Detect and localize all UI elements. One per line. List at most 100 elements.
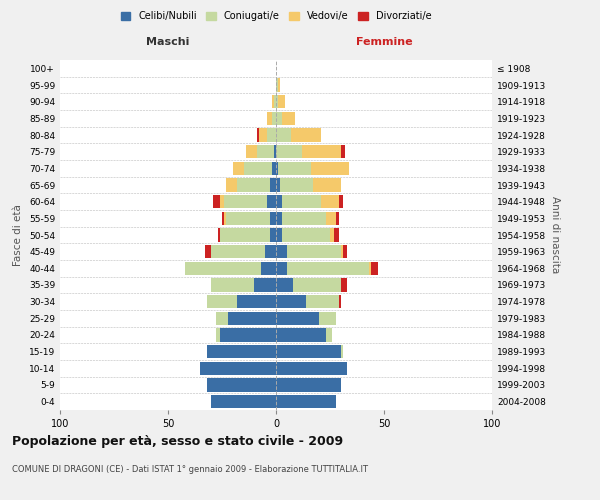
Bar: [207, 378, 276, 392]
Bar: [276, 312, 319, 325]
Bar: [269, 212, 276, 225]
Text: Popolazione per età, sesso e stato civile - 2009: Popolazione per età, sesso e stato civil…: [12, 435, 343, 448]
Bar: [276, 295, 306, 308]
Bar: [272, 162, 276, 175]
Bar: [276, 145, 302, 158]
Bar: [276, 212, 283, 225]
Bar: [276, 178, 280, 192]
Bar: [283, 228, 330, 241]
Bar: [269, 228, 276, 241]
Bar: [276, 162, 278, 175]
Bar: [257, 145, 274, 158]
Bar: [229, 312, 276, 325]
Bar: [276, 245, 287, 258]
Bar: [224, 195, 268, 208]
Bar: [341, 278, 347, 291]
Bar: [222, 212, 224, 225]
Bar: [185, 262, 261, 275]
Bar: [205, 245, 211, 258]
Bar: [265, 245, 276, 258]
Bar: [237, 295, 276, 308]
Bar: [313, 178, 341, 192]
Legend: Celibi/Nubili, Coniugati/e, Vedovi/e, Divorziati/e: Celibi/Nubili, Coniugati/e, Vedovi/e, Di…: [116, 8, 436, 25]
Bar: [278, 95, 284, 108]
Bar: [257, 128, 259, 141]
Bar: [268, 195, 276, 208]
Bar: [276, 78, 278, 92]
Bar: [215, 328, 220, 342]
Text: Maschi: Maschi: [146, 36, 190, 46]
Bar: [268, 112, 272, 125]
Bar: [319, 312, 337, 325]
Bar: [287, 245, 341, 258]
Bar: [211, 395, 276, 408]
Bar: [278, 162, 311, 175]
Bar: [276, 262, 287, 275]
Bar: [272, 112, 276, 125]
Bar: [338, 195, 343, 208]
Bar: [233, 162, 244, 175]
Bar: [211, 278, 254, 291]
Bar: [306, 295, 338, 308]
Bar: [220, 228, 269, 241]
Bar: [200, 362, 276, 375]
Bar: [302, 145, 341, 158]
Bar: [220, 195, 224, 208]
Bar: [341, 145, 345, 158]
Bar: [207, 295, 237, 308]
Bar: [218, 228, 220, 241]
Bar: [259, 128, 268, 141]
Bar: [207, 345, 276, 358]
Bar: [343, 245, 347, 258]
Bar: [272, 95, 274, 108]
Bar: [341, 345, 343, 358]
Bar: [276, 95, 278, 108]
Bar: [276, 128, 291, 141]
Bar: [276, 195, 283, 208]
Bar: [341, 245, 343, 258]
Bar: [334, 228, 338, 241]
Bar: [274, 95, 276, 108]
Bar: [246, 145, 257, 158]
Bar: [268, 128, 276, 141]
Bar: [326, 212, 337, 225]
Bar: [338, 295, 341, 308]
Bar: [283, 195, 322, 208]
Bar: [276, 362, 347, 375]
Bar: [283, 212, 326, 225]
Bar: [369, 262, 371, 275]
Bar: [244, 162, 272, 175]
Bar: [269, 178, 276, 192]
Bar: [276, 395, 337, 408]
Bar: [214, 195, 220, 208]
Bar: [276, 112, 283, 125]
Bar: [276, 328, 326, 342]
Bar: [220, 328, 276, 342]
Bar: [226, 178, 237, 192]
Bar: [237, 178, 269, 192]
Bar: [226, 212, 269, 225]
Bar: [211, 245, 265, 258]
Bar: [287, 262, 369, 275]
Bar: [276, 228, 283, 241]
Bar: [276, 345, 341, 358]
Text: COMUNE DI DRAGONI (CE) - Dati ISTAT 1° gennaio 2009 - Elaborazione TUTTITALIA.IT: COMUNE DI DRAGONI (CE) - Dati ISTAT 1° g…: [12, 465, 368, 474]
Bar: [330, 228, 334, 241]
Y-axis label: Anni di nascita: Anni di nascita: [550, 196, 560, 274]
Bar: [276, 378, 341, 392]
Bar: [337, 212, 338, 225]
Bar: [283, 112, 295, 125]
Bar: [291, 128, 322, 141]
Bar: [224, 212, 226, 225]
Bar: [311, 162, 349, 175]
Text: Femmine: Femmine: [356, 36, 412, 46]
Bar: [280, 178, 313, 192]
Bar: [293, 278, 341, 291]
Bar: [371, 262, 377, 275]
Bar: [276, 278, 293, 291]
Bar: [326, 328, 332, 342]
Bar: [254, 278, 276, 291]
Bar: [215, 312, 229, 325]
Bar: [322, 195, 338, 208]
Bar: [261, 262, 276, 275]
